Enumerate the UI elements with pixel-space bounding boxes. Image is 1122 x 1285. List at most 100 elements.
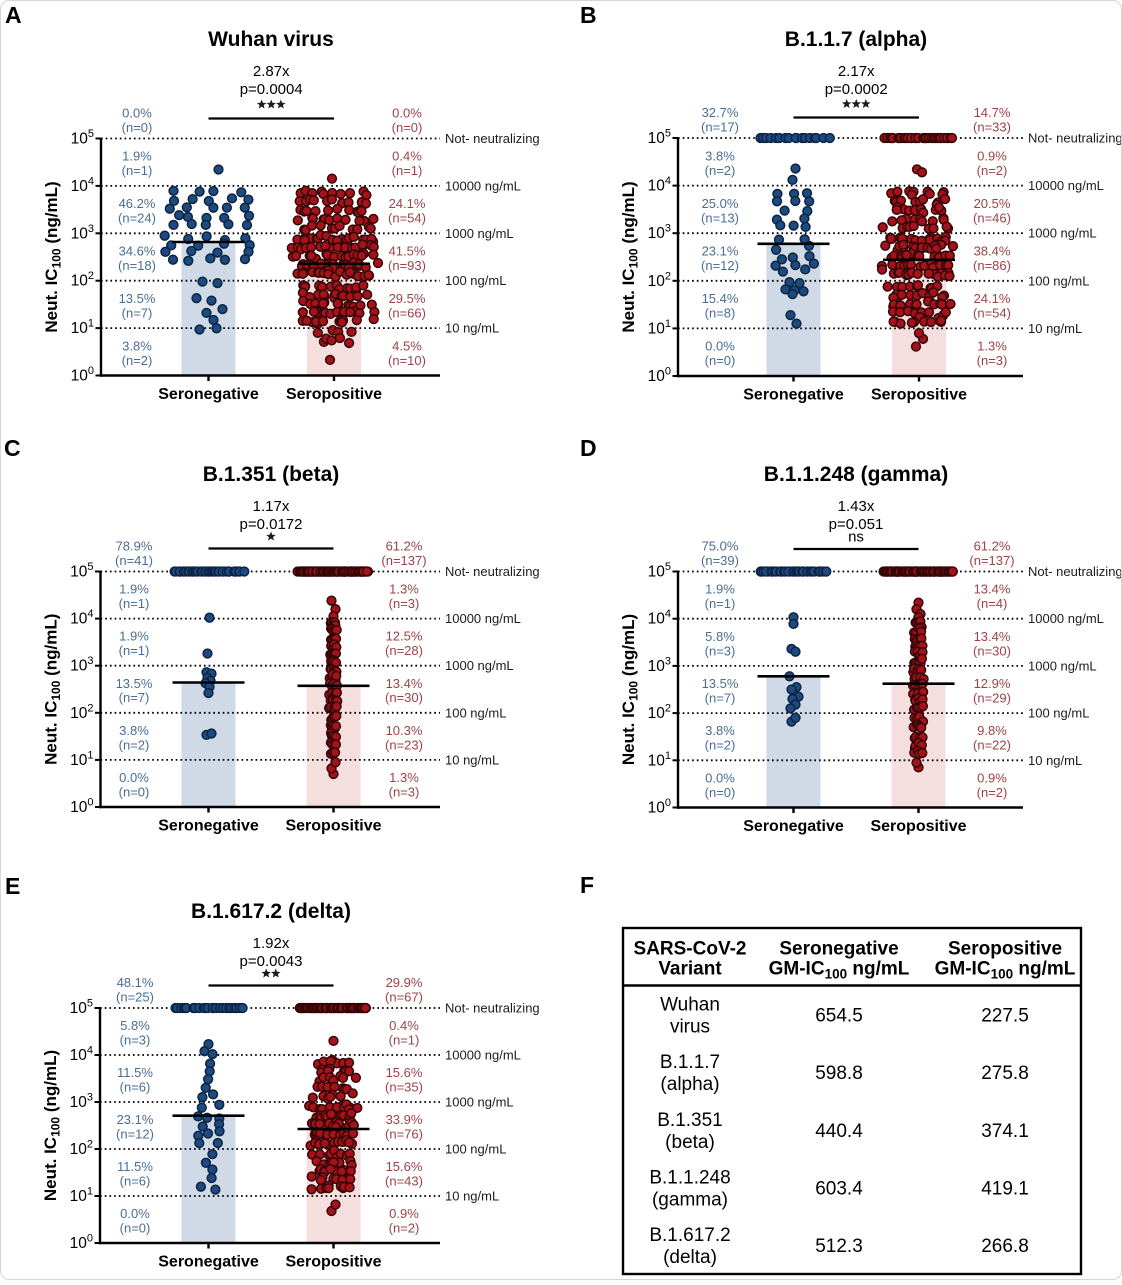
- svg-text:23.1%: 23.1%: [702, 244, 739, 259]
- svg-text:15.6%: 15.6%: [386, 1159, 423, 1174]
- svg-text:(n=30): (n=30): [973, 643, 1011, 658]
- svg-text:13.4%: 13.4%: [974, 582, 1011, 597]
- svg-text:C: C: [4, 435, 21, 461]
- svg-text:(n=0): (n=0): [705, 785, 736, 800]
- svg-text:48.1%: 48.1%: [117, 975, 154, 990]
- svg-text:Not- neutralizing: Not- neutralizing: [1028, 131, 1122, 146]
- svg-text:(n=10): (n=10): [388, 353, 426, 368]
- svg-text:24.1%: 24.1%: [389, 196, 426, 211]
- svg-text:B.1.351 (beta): B.1.351 (beta): [203, 463, 340, 486]
- svg-text:3.8%: 3.8%: [122, 338, 152, 353]
- svg-text:SARS-CoV-2: SARS-CoV-2: [634, 939, 747, 960]
- svg-text:(n=7): (n=7): [122, 305, 153, 320]
- svg-text:p=0.0002: p=0.0002: [825, 81, 888, 98]
- svg-text:Not- neutralizing: Not- neutralizing: [445, 131, 540, 146]
- svg-text:23.1%: 23.1%: [117, 1112, 154, 1127]
- svg-text:41.5%: 41.5%: [389, 244, 426, 259]
- svg-text:(n=12): (n=12): [701, 258, 739, 273]
- svg-text:(n=35): (n=35): [385, 1080, 423, 1095]
- svg-text:(alpha): (alpha): [660, 1074, 719, 1095]
- svg-text:1000 ng/mL: 1000 ng/mL: [1028, 226, 1097, 241]
- svg-text:0.9%: 0.9%: [389, 1206, 419, 1221]
- svg-text:10000 ng/mL: 10000 ng/mL: [445, 178, 521, 193]
- svg-text:1000 ng/mL: 1000 ng/mL: [445, 1095, 514, 1110]
- svg-text:(n=17): (n=17): [701, 120, 739, 135]
- svg-text:12.5%: 12.5%: [386, 629, 423, 644]
- svg-text:1.43x: 1.43x: [838, 498, 875, 515]
- svg-text:p=0.051: p=0.051: [829, 516, 884, 533]
- svg-text:p=0.0043: p=0.0043: [240, 953, 303, 970]
- svg-text:ns: ns: [848, 529, 864, 546]
- svg-text:3.8%: 3.8%: [119, 723, 149, 738]
- svg-text:virus: virus: [670, 1016, 710, 1037]
- svg-text:Seropositive: Seropositive: [286, 386, 382, 403]
- svg-text:24.1%: 24.1%: [974, 291, 1011, 306]
- svg-text:(n=30): (n=30): [385, 690, 423, 705]
- svg-text:1000 ng/mL: 1000 ng/mL: [1028, 658, 1097, 673]
- svg-text:1.3%: 1.3%: [389, 582, 419, 597]
- svg-text:B.1.1.248: B.1.1.248: [649, 1168, 730, 1189]
- svg-text:0.9%: 0.9%: [977, 770, 1007, 785]
- svg-text:(n=2): (n=2): [977, 163, 1008, 178]
- svg-text:29.5%: 29.5%: [389, 291, 426, 306]
- svg-text:29.9%: 29.9%: [386, 975, 423, 990]
- svg-text:2.17x: 2.17x: [838, 63, 875, 80]
- svg-text:419.1: 419.1: [981, 1179, 1029, 1200]
- svg-text:Seronegative: Seronegative: [158, 386, 259, 403]
- svg-text:(n=46): (n=46): [973, 210, 1011, 225]
- svg-text:(n=18): (n=18): [118, 258, 156, 273]
- svg-text:(n=7): (n=7): [705, 691, 736, 706]
- svg-text:B.1.617.2: B.1.617.2: [649, 1225, 730, 1246]
- svg-text:Seronegative: Seronegative: [743, 818, 844, 835]
- svg-text:11.5%: 11.5%: [117, 1065, 153, 1080]
- svg-text:B.1.617.2 (delta): B.1.617.2 (delta): [191, 900, 351, 923]
- svg-text:1.9%: 1.9%: [122, 149, 152, 164]
- svg-text:(n=2): (n=2): [977, 785, 1008, 800]
- svg-text:1.9%: 1.9%: [119, 582, 149, 597]
- svg-text:(n=76): (n=76): [385, 1127, 423, 1142]
- svg-text:(n=25): (n=25): [116, 990, 154, 1005]
- svg-text:(n=29): (n=29): [973, 691, 1011, 706]
- svg-text:32.7%: 32.7%: [702, 105, 739, 120]
- svg-text:100 ng/mL: 100 ng/mL: [1028, 706, 1089, 721]
- svg-text:1.9%: 1.9%: [119, 629, 149, 644]
- svg-text:Not- neutralizing: Not- neutralizing: [445, 1001, 540, 1016]
- svg-text:Neut. IC100 (ng/mL): Neut. IC100 (ng/mL): [42, 614, 64, 765]
- svg-text:(n=93): (n=93): [388, 258, 426, 273]
- svg-text:100 ng/mL: 100 ng/mL: [445, 273, 506, 288]
- svg-text:15.4%: 15.4%: [702, 291, 739, 306]
- svg-text:Seropositive: Seropositive: [948, 939, 1062, 960]
- svg-text:(n=2): (n=2): [119, 737, 150, 752]
- svg-text:(n=12): (n=12): [116, 1127, 154, 1142]
- svg-text:266.8: 266.8: [981, 1236, 1029, 1257]
- svg-text:(n=137): (n=137): [969, 553, 1014, 568]
- svg-text:100 ng/mL: 100 ng/mL: [445, 705, 506, 720]
- svg-text:D: D: [580, 435, 597, 461]
- svg-text:Variant: Variant: [658, 959, 722, 980]
- svg-text:(n=66): (n=66): [388, 305, 426, 320]
- svg-text:Seropositive: Seropositive: [285, 1254, 381, 1271]
- svg-text:46.2%: 46.2%: [119, 196, 156, 211]
- svg-text:Seropositive: Seropositive: [870, 818, 966, 835]
- svg-text:13.4%: 13.4%: [974, 629, 1011, 644]
- svg-text:(n=7): (n=7): [119, 690, 150, 705]
- svg-text:0.4%: 0.4%: [389, 1018, 419, 1033]
- svg-text:25.0%: 25.0%: [702, 196, 739, 211]
- svg-text:Seronegative: Seronegative: [779, 939, 898, 960]
- svg-text:13.5%: 13.5%: [119, 291, 156, 306]
- svg-text:374.1: 374.1: [981, 1121, 1029, 1142]
- svg-text:1.17x: 1.17x: [253, 498, 290, 515]
- svg-text:(n=3): (n=3): [120, 1033, 151, 1048]
- svg-text:Not- neutralizing: Not- neutralizing: [1028, 564, 1122, 579]
- svg-text:1000 ng/mL: 1000 ng/mL: [445, 226, 514, 241]
- svg-text:(n=2): (n=2): [705, 163, 736, 178]
- svg-text:(n=13): (n=13): [701, 210, 739, 225]
- svg-text:(gamma): (gamma): [652, 1190, 728, 1211]
- svg-text:10000 ng/mL: 10000 ng/mL: [445, 1048, 521, 1063]
- svg-text:Neut. IC100 (ng/mL): Neut. IC100 (ng/mL): [41, 1050, 63, 1201]
- svg-text:14.7%: 14.7%: [974, 105, 1011, 120]
- svg-text:(n=86): (n=86): [973, 258, 1011, 273]
- svg-text:A: A: [5, 2, 22, 28]
- svg-text:3.8%: 3.8%: [705, 723, 735, 738]
- svg-text:10000 ng/mL: 10000 ng/mL: [1028, 611, 1104, 626]
